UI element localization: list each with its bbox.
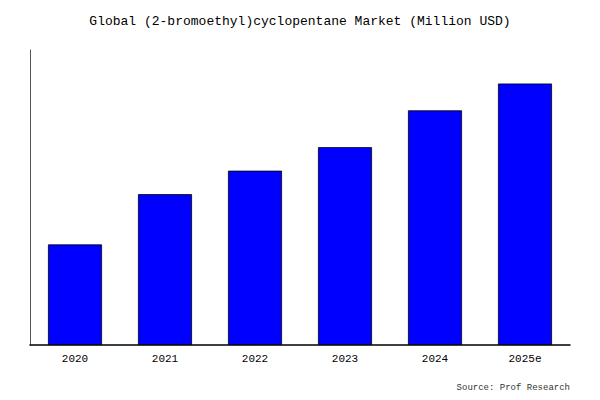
svg-text:2020: 2020 bbox=[62, 353, 88, 365]
svg-text:2022: 2022 bbox=[242, 353, 268, 365]
svg-text:2024: 2024 bbox=[422, 353, 449, 365]
svg-text:Global (2-bromoethyl)cyclopent: Global (2-bromoethyl)cyclopentane Market… bbox=[89, 14, 510, 29]
svg-text:Source: Prof Research: Source: Prof Research bbox=[457, 383, 570, 393]
svg-text:2023: 2023 bbox=[332, 353, 358, 365]
svg-text:2025e: 2025e bbox=[508, 353, 541, 365]
svg-text:2021: 2021 bbox=[152, 353, 179, 365]
